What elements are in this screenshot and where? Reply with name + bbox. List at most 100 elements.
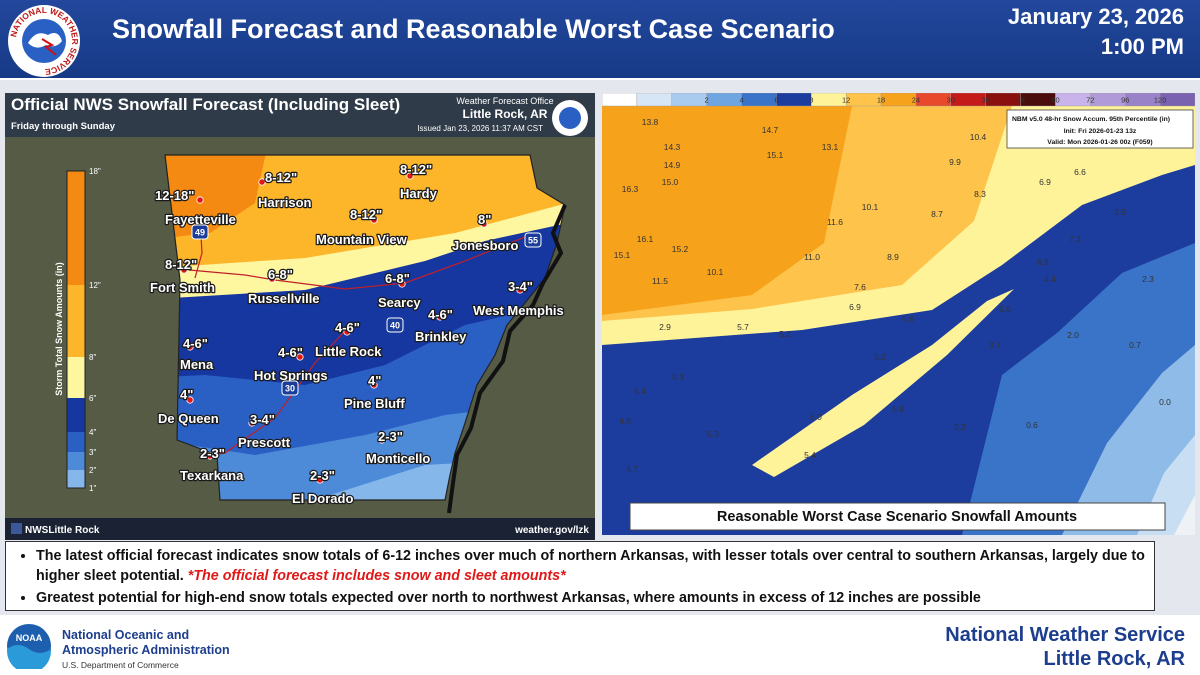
- colorbar-label: 18: [877, 96, 885, 105]
- city-dot: [206, 452, 214, 460]
- colorbar-cell: [1159, 93, 1195, 107]
- colorbar-cell: [811, 93, 847, 107]
- point-value: 0.7: [1129, 340, 1141, 350]
- bullet: The latest official forecast indicates s…: [36, 546, 1146, 586]
- point-value: 3.5: [1114, 207, 1126, 217]
- colorbar-cell: [1090, 93, 1126, 107]
- bullet: Greatest potential for high-end snow tot…: [36, 588, 1146, 608]
- legend-swatch: [67, 285, 85, 357]
- city-amount: 12-18": [155, 188, 194, 203]
- point-value: 16.3: [622, 184, 639, 194]
- city-amount: 4-6": [278, 345, 303, 360]
- city-dot: [248, 419, 256, 427]
- bullet-emphasis: *The official forecast includes snow and…: [187, 568, 566, 584]
- colorbar-label: 2: [705, 96, 709, 105]
- point-value: 4.7: [626, 464, 638, 474]
- city-amount: 4": [180, 387, 193, 402]
- legend-swatch: [67, 452, 85, 470]
- band-12-18: [165, 155, 267, 238]
- colorbar-cell: [741, 93, 777, 107]
- city-amount: 8-12": [165, 257, 197, 272]
- point-value: 2.3: [1142, 274, 1154, 284]
- colorbar-label: 4: [739, 96, 743, 105]
- city-dot: [186, 343, 194, 351]
- colorbar-cell: [1020, 93, 1056, 107]
- legend-title: NBM v5.0 48-hr Snow Accum. 95th Percenti…: [1012, 116, 1170, 123]
- colorbar-cell: [602, 93, 638, 107]
- legend-valid: Valid: Mon 2026-01-26 00z (F059): [1047, 139, 1152, 146]
- highway-number: 40: [390, 321, 400, 331]
- city-amount: 6-8": [268, 267, 293, 282]
- point-value: 15.2: [672, 244, 689, 254]
- city-dot: [436, 313, 444, 321]
- legend-init: Init: Fri 2026-01-23 13z: [1064, 128, 1137, 135]
- point-value: 4.4: [1044, 274, 1056, 284]
- point-value: 8.9: [887, 252, 899, 262]
- point-value: 10.1: [862, 202, 879, 212]
- point-value: 2.9: [659, 322, 671, 332]
- point-value: 6.8: [1037, 257, 1049, 267]
- city-name: Hot Springs: [254, 368, 328, 383]
- map-title: Official NWS Snowfall Forecast (Includin…: [11, 95, 400, 114]
- date: January 23, 2026: [1007, 4, 1184, 29]
- highway-shield: [191, 224, 209, 240]
- colorbar-label: 120: [1154, 96, 1167, 105]
- city-amount: 8-12": [350, 207, 382, 222]
- title-strip: [5, 93, 595, 137]
- colorbar-label: 96: [1121, 96, 1129, 105]
- point-value: 5.3: [672, 372, 684, 382]
- legend-swatch: [67, 171, 85, 285]
- website: weather.gov/lzk: [514, 525, 589, 536]
- legend-frame: [66, 170, 86, 489]
- city-name: Fort Smith: [150, 280, 215, 295]
- map-subtitle: Friday through Sunday: [11, 121, 116, 132]
- legend-swatch: [67, 470, 85, 488]
- city-name: Harrison: [258, 195, 312, 210]
- city-dot: [480, 220, 488, 228]
- point-value: 0.0: [1159, 397, 1171, 407]
- point-value: 5.2: [874, 352, 886, 362]
- point-value: 8.7: [931, 209, 943, 219]
- colorbar-cell: [915, 93, 952, 107]
- point-value: 2.0: [1067, 330, 1079, 340]
- slide-title: Snowfall Forecast and Reasonable Worst C…: [112, 14, 835, 44]
- highway-number: 30: [285, 384, 295, 394]
- point-value: 5.4: [804, 450, 816, 460]
- city-dot: [186, 396, 194, 404]
- city-name: Texarkana: [180, 468, 244, 483]
- point-value: 0.6: [1026, 420, 1038, 430]
- point-value: 13.1: [822, 142, 839, 152]
- highway-number: 49: [195, 228, 205, 238]
- bullet-text: Greatest potential for high-end snow tot…: [36, 590, 981, 606]
- point-value: 5.4: [634, 386, 646, 396]
- colorbar-cell: [636, 93, 672, 107]
- office-location: Little Rock, AR: [463, 107, 548, 121]
- point-value: 6.0: [810, 412, 822, 422]
- header-bar: NATIONAL WEATHER SERVICE Snowfall Foreca…: [0, 0, 1200, 80]
- point-value: 3.7: [989, 340, 1001, 350]
- colorbar-label: 36: [982, 96, 990, 105]
- highway-shield: [386, 317, 404, 333]
- city-dot: [370, 381, 378, 389]
- issued: Issued Jan 23, 2026 11:37 AM CST: [417, 124, 543, 133]
- colorbar-label: 60: [1051, 96, 1059, 105]
- legend-tick-label: 12": [89, 281, 101, 290]
- noaa-wave: [7, 645, 51, 669]
- city-amount: 8": [478, 212, 491, 227]
- legend-tick-label: 2": [89, 466, 96, 475]
- city-name: Prescott: [238, 435, 291, 450]
- point-value: 8.3: [974, 189, 986, 199]
- point-value: 16.1: [637, 234, 654, 244]
- point-value: 5.6: [902, 314, 914, 324]
- city-amount: 3-4": [508, 279, 533, 294]
- colorbar-cell: [845, 93, 882, 107]
- point-value: 5.2: [779, 329, 791, 339]
- city-amount: 6-8": [385, 271, 410, 286]
- city-dot: [268, 275, 276, 283]
- city-name: West Memphis: [473, 303, 564, 318]
- department: U.S. Department of Commerce: [62, 660, 179, 670]
- city-amount: 8-12": [400, 162, 432, 177]
- colorbar-cell: [1055, 93, 1091, 107]
- point-value: 4.8: [619, 416, 631, 426]
- point-value: 11.6: [827, 217, 843, 227]
